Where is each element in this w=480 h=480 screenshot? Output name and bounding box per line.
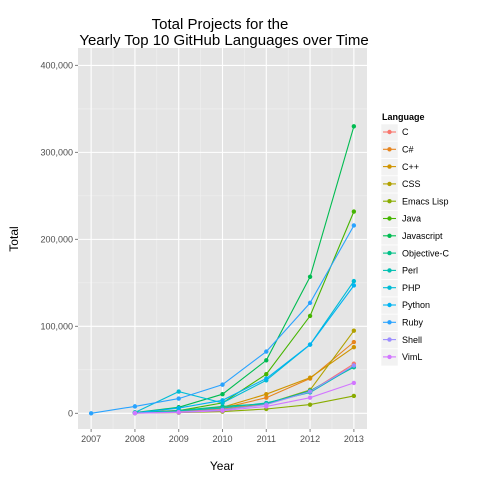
- data-point: [307, 274, 313, 279]
- data-point: [351, 339, 357, 345]
- data-point: [307, 389, 313, 394]
- data-point: [351, 223, 357, 228]
- data-point: [351, 363, 357, 368]
- data-point: [176, 405, 181, 411]
- data-point: [88, 411, 94, 416]
- legend-label: Shell: [402, 335, 422, 345]
- x-tick-label: 2012: [300, 434, 320, 444]
- data-point: [351, 209, 357, 214]
- series-line: [134, 126, 355, 414]
- legend-key-point: [387, 354, 392, 360]
- data-point: [307, 313, 313, 319]
- data-point: [264, 376, 269, 381]
- legend-label: Ruby: [402, 318, 424, 328]
- data-point: [176, 389, 181, 394]
- legend-label: C++: [402, 162, 419, 172]
- data-point: [351, 393, 357, 399]
- y-axis-title: Total: [7, 226, 21, 251]
- x-tick-label: 2011: [257, 434, 276, 444]
- data-point: [132, 410, 138, 416]
- x-tick-label: 2013: [344, 434, 364, 444]
- legend-key-point: [387, 199, 392, 204]
- data-point: [220, 398, 225, 403]
- y-tick-label: 100,000: [40, 321, 73, 331]
- data-point: [351, 345, 357, 350]
- data-point: [351, 380, 357, 386]
- legend-label: Objective-C: [402, 248, 450, 258]
- data-point: [220, 408, 225, 413]
- data-point: [307, 300, 313, 306]
- chart-title-line-2: Yearly Top 10 GitHub Languages over Time: [79, 32, 368, 49]
- x-tick-label: 2008: [125, 434, 145, 444]
- data-point: [132, 404, 138, 409]
- y-tick-label: 400,000: [40, 60, 73, 70]
- legend-key-point: [387, 129, 392, 135]
- data-point: [307, 395, 313, 400]
- x-axis-ticks: 2007 2008 2009 2010 2011 2012 2013: [81, 429, 364, 444]
- data-point: [264, 358, 269, 363]
- legend: Language C C# C++ CSS Emacs Lisp Java Javascri…: [380, 112, 450, 367]
- legend-key-point: [387, 337, 392, 342]
- legend-label: CSS: [402, 179, 421, 189]
- series-line: [134, 285, 355, 414]
- legend-label: PHP: [402, 283, 421, 293]
- data-point: [264, 371, 269, 377]
- y-tick-label: 200,000: [40, 234, 73, 244]
- data-point: [307, 342, 313, 347]
- legend-title: Language: [382, 112, 425, 122]
- legend-key-point: [387, 164, 392, 169]
- data-point: [176, 410, 181, 415]
- legend-key-point: [387, 181, 392, 187]
- legend-key-point: [387, 250, 392, 256]
- legend-key-point: [387, 268, 392, 273]
- data-point: [351, 328, 357, 333]
- legend-label: Emacs Lisp: [402, 196, 449, 206]
- data-point: [264, 392, 269, 397]
- legend-label: C#: [402, 145, 414, 155]
- legend-label: C: [402, 127, 409, 137]
- data-point: [220, 392, 225, 397]
- y-axis-ticks: 0 100,000 200,000 300,000 400,000: [40, 60, 78, 418]
- data-point: [264, 395, 269, 400]
- data-point: [307, 402, 313, 407]
- legend-label: Python: [402, 300, 430, 310]
- data-point: [351, 283, 357, 288]
- x-tick-label: 2007: [81, 434, 101, 444]
- x-tick-label: 2009: [169, 434, 189, 444]
- y-tick-label: 0: [68, 408, 73, 418]
- series-line: [134, 365, 355, 414]
- series-line: [134, 382, 355, 414]
- legend-key-point: [387, 285, 392, 290]
- data-point: [307, 375, 313, 380]
- legend-label: Perl: [402, 266, 418, 276]
- data-point: [220, 382, 225, 387]
- legend-key-point: [387, 320, 392, 325]
- legend-key-point: [387, 147, 392, 152]
- legend-key-point: [387, 302, 392, 308]
- chart-title-line-1: Total Projects for the: [152, 16, 289, 33]
- data-point: [351, 124, 357, 129]
- x-axis-title: Year: [210, 459, 234, 473]
- data-point: [264, 349, 269, 354]
- legend-label: Javascript: [402, 231, 443, 241]
- data-point: [176, 396, 181, 401]
- y-tick-label: 300,000: [40, 147, 73, 157]
- data-point: [264, 404, 269, 409]
- legend-key-point: [387, 233, 392, 238]
- legend-label: Java: [402, 214, 421, 224]
- legend-label: VimL: [402, 352, 422, 362]
- x-tick-label: 2010: [212, 434, 232, 444]
- series-points: [88, 124, 357, 416]
- legend-key-point: [387, 216, 392, 221]
- data-point: [351, 278, 357, 284]
